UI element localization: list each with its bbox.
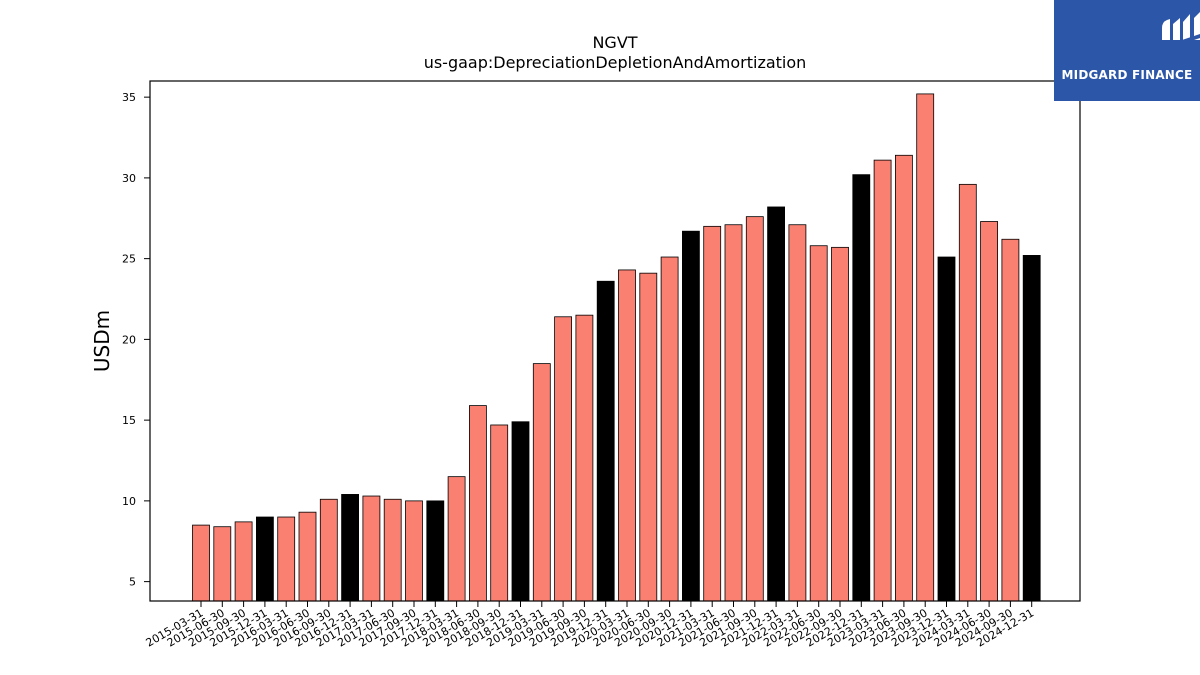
y-tick-label: 25 bbox=[122, 253, 136, 266]
bar-2016-09-30 bbox=[319, 498, 338, 602]
bar-2018-03-31 bbox=[447, 476, 466, 602]
bar-2016-03-31 bbox=[277, 516, 296, 602]
bar-2024-12-31 bbox=[1022, 255, 1041, 602]
bar-2019-03-31 bbox=[532, 363, 551, 602]
bar-2024-03-31 bbox=[958, 183, 977, 602]
bar-2022-12-31 bbox=[852, 174, 871, 602]
bar-2023-06-30 bbox=[895, 154, 913, 602]
bar-2021-12-31 bbox=[767, 206, 785, 602]
bar-2021-06-30 bbox=[724, 224, 743, 602]
bar-2018-09-30 bbox=[490, 424, 509, 602]
bar-2023-09-30 bbox=[916, 93, 935, 602]
bar-2017-06-30 bbox=[383, 498, 402, 602]
y-tick-label: 10 bbox=[122, 495, 136, 508]
bar-2024-06-30 bbox=[980, 221, 998, 602]
bar-2020-03-31 bbox=[618, 269, 636, 602]
bar-2022-09-30 bbox=[831, 246, 849, 602]
chart-subtitle: us-gaap:DepreciationDepletionAndAmortiza… bbox=[424, 53, 807, 72]
bar-2016-06-30 bbox=[298, 511, 317, 602]
bar-2017-09-30 bbox=[405, 500, 423, 602]
bar-2019-12-31 bbox=[596, 280, 615, 602]
bar-2023-03-31 bbox=[873, 159, 892, 602]
logo-text: MIDGARD FINANCE bbox=[1061, 68, 1193, 82]
chart-title: NGVT bbox=[592, 33, 637, 52]
bar-2023-12-31 bbox=[937, 256, 956, 602]
bar-2016-12-31 bbox=[341, 494, 360, 602]
y-axis-label: USDm bbox=[90, 310, 114, 372]
bar-2015-12-31 bbox=[255, 516, 274, 602]
bar-2019-09-30 bbox=[575, 314, 594, 602]
bar-2020-06-30 bbox=[639, 272, 658, 602]
y-tick-label: 20 bbox=[122, 333, 136, 346]
y-tick-label: 5 bbox=[129, 576, 136, 589]
midgard-finance-logo: MIDGARD FINANCE bbox=[1054, 0, 1200, 101]
bar-2017-12-31 bbox=[426, 500, 445, 602]
bar-2018-12-31 bbox=[511, 421, 530, 602]
bar-2021-09-30 bbox=[745, 216, 764, 602]
bar-2021-03-31 bbox=[703, 225, 722, 602]
y-tick-label: 30 bbox=[122, 172, 136, 185]
bars-group bbox=[192, 93, 1041, 602]
x-ticks-group: 2015-03-312015-06-302015-09-302015-12-31… bbox=[144, 601, 1036, 650]
bar-2015-09-30 bbox=[234, 521, 253, 602]
bar-2022-06-30 bbox=[809, 245, 828, 602]
plot-frame bbox=[149, 80, 1081, 602]
bar-2015-06-30 bbox=[213, 526, 232, 602]
bar-2020-09-30 bbox=[660, 256, 679, 602]
bar-2018-06-30 bbox=[468, 405, 487, 602]
bar-2020-12-31 bbox=[682, 230, 700, 602]
midgard-logo-icon bbox=[1162, 12, 1200, 50]
y-tick-label: 15 bbox=[122, 414, 136, 427]
y-tick-label: 35 bbox=[122, 91, 136, 104]
y-ticks-group: 5 10 15 20 25 30 35 bbox=[122, 91, 150, 589]
bar-2019-06-30 bbox=[554, 316, 572, 602]
bar-2015-03-31 bbox=[192, 524, 210, 602]
bar-2024-09-30 bbox=[1001, 238, 1020, 602]
bar-2022-03-31 bbox=[788, 224, 807, 602]
bar-2017-03-31 bbox=[362, 495, 381, 602]
